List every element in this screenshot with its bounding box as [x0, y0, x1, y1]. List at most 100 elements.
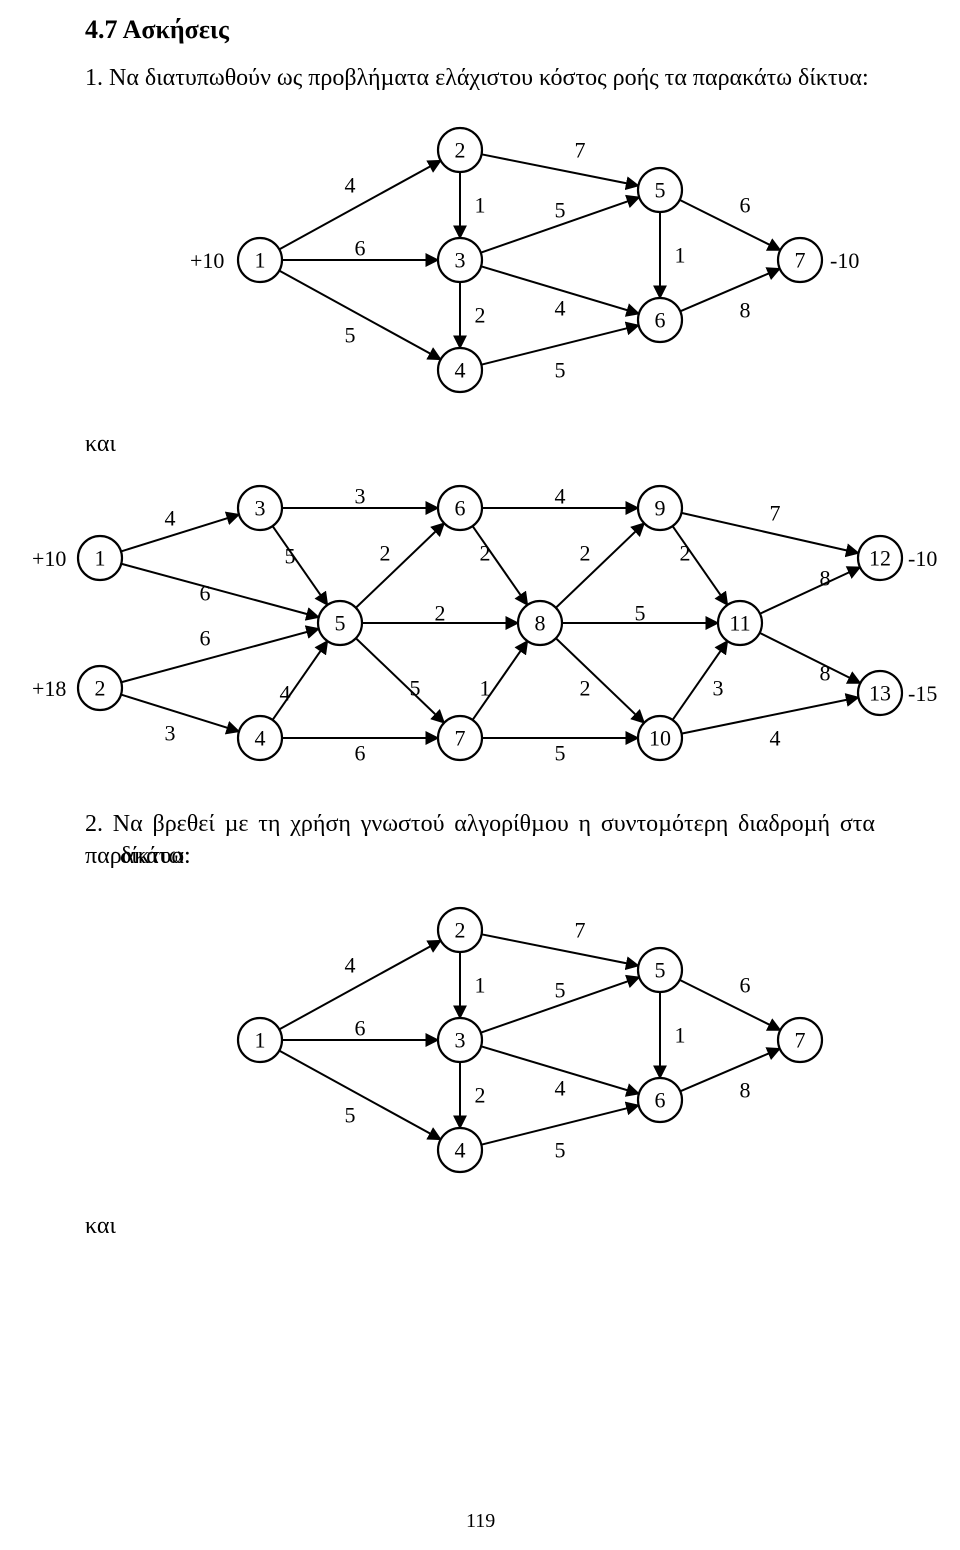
- node-label: 13: [869, 681, 891, 706]
- node-label: 1: [95, 546, 106, 571]
- graph-1: 4651275451681234567+10-10: [180, 110, 900, 410]
- edge-weight: 8: [820, 661, 831, 686]
- edge: [279, 271, 440, 360]
- node-label: 6: [655, 308, 666, 333]
- exercise-2-text-line1: 2. Να βρεθεί µε τη χρήση γνωστού αλγορίθ…: [85, 808, 875, 873]
- edge: [273, 526, 328, 605]
- supply-label: +18: [32, 676, 66, 701]
- edge-weight: 5: [555, 358, 566, 383]
- edge-weight: 2: [580, 541, 591, 566]
- node-label: 7: [795, 248, 806, 273]
- node-label: 1: [255, 1028, 266, 1053]
- edge: [556, 523, 644, 608]
- edge-weight: 4: [345, 953, 356, 978]
- edge-weight: 8: [740, 298, 751, 323]
- node-label: 1: [255, 248, 266, 273]
- node-label: 4: [455, 1138, 466, 1163]
- edge-weight: 3: [355, 484, 366, 509]
- exercise-2-text-line2: δίκτυα:: [120, 840, 191, 872]
- edge-weight: 4: [555, 1076, 566, 1101]
- node-label: 6: [455, 496, 466, 521]
- page-number: 119: [466, 1510, 495, 1533]
- node-label: 5: [655, 958, 666, 983]
- edge-weight: 6: [200, 626, 211, 651]
- node-label: 11: [729, 611, 750, 636]
- section-heading: 4.7 Ασκήσεις: [85, 15, 229, 45]
- edge: [279, 1051, 440, 1140]
- edge-weight: 6: [740, 973, 751, 998]
- edge-weight: 4: [555, 484, 566, 509]
- edge-weight: 5: [555, 741, 566, 766]
- edge-weight: 2: [435, 601, 446, 626]
- node-label: 2: [95, 676, 106, 701]
- node-label: 4: [455, 358, 466, 383]
- edge-weight: 7: [575, 918, 586, 943]
- edge: [680, 269, 780, 312]
- edge: [121, 629, 319, 682]
- edge: [760, 567, 860, 613]
- edge-weight: 5: [410, 676, 421, 701]
- edge: [680, 200, 781, 250]
- node-label: 2: [455, 138, 466, 163]
- edge-weight: 1: [480, 676, 491, 701]
- node-label: 3: [255, 496, 266, 521]
- edge-weight: 5: [345, 323, 356, 348]
- edge-weight: 6: [740, 193, 751, 218]
- edge: [121, 564, 319, 617]
- kai-1: και: [85, 428, 116, 460]
- edge-weight: 2: [475, 303, 486, 328]
- page: 4.7 Ασκήσεις 1. Να διατυπωθούν ως προβλή…: [0, 0, 960, 1550]
- edge-weight: 8: [740, 1078, 751, 1103]
- edge-weight: 5: [555, 198, 566, 223]
- edge: [556, 638, 644, 723]
- edge-weight: 5: [555, 978, 566, 1003]
- node-label: 5: [335, 611, 346, 636]
- supply-label: -10: [830, 248, 859, 273]
- edge-weight: 5: [345, 1103, 356, 1128]
- edge: [673, 526, 728, 605]
- edge-weight: 2: [680, 541, 691, 566]
- edge-weight: 1: [675, 243, 686, 268]
- edge-weight: 7: [575, 138, 586, 163]
- kai-2: και: [85, 1210, 116, 1242]
- edge-weight: 3: [713, 676, 724, 701]
- edge: [356, 638, 444, 723]
- edge-weight: 5: [635, 601, 646, 626]
- edge-weight: 2: [580, 676, 591, 701]
- edge-weight: 3: [165, 721, 176, 746]
- edge-weight: 4: [770, 726, 781, 751]
- node-label: 7: [455, 726, 466, 751]
- supply-label: +10: [32, 546, 66, 571]
- node-label: 6: [655, 1088, 666, 1113]
- edge: [356, 523, 444, 608]
- edge: [482, 154, 639, 185]
- edge-weight: 4: [165, 506, 176, 531]
- node-label: 4: [255, 726, 266, 751]
- node-label: 5: [655, 178, 666, 203]
- exercise-1-text: 1. Να διατυπωθούν ως προβλήµατα ελάχιστο…: [85, 62, 875, 94]
- node-label: 10: [649, 726, 671, 751]
- node-label: 2: [455, 918, 466, 943]
- graph-3: 4651275451681234567: [190, 890, 890, 1190]
- edge-weight: 2: [380, 541, 391, 566]
- supply-label: -10: [908, 546, 937, 571]
- node-label: 7: [795, 1028, 806, 1053]
- edge-weight: 4: [280, 681, 291, 706]
- node-label: 9: [655, 496, 666, 521]
- node-label: 3: [455, 1028, 466, 1053]
- edge-weight: 1: [475, 193, 486, 218]
- edge-weight: 4: [555, 296, 566, 321]
- edge: [473, 526, 528, 605]
- edge-weight: 5: [555, 1138, 566, 1163]
- edge-weight: 5: [285, 544, 296, 569]
- edge-weight: 2: [480, 541, 491, 566]
- supply-label: +10: [190, 248, 224, 273]
- edge: [760, 633, 861, 683]
- edge-weight: 1: [675, 1023, 686, 1048]
- edge: [680, 980, 781, 1030]
- edge-weight: 2: [475, 1083, 486, 1108]
- edge-weight: 1: [475, 973, 486, 998]
- node-label: 12: [869, 546, 891, 571]
- edge: [121, 695, 239, 732]
- edge: [680, 1049, 780, 1092]
